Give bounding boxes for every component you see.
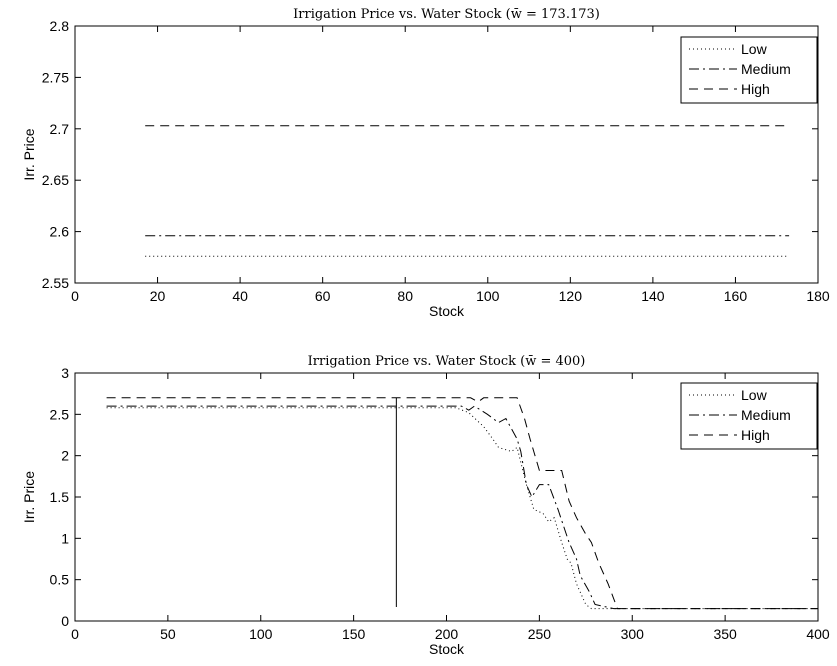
x-tick-label: 200 [435,626,459,642]
legend-label-high: High [741,427,770,443]
chart-title: Irrigation Price vs. Water Stock (w̄ = 1… [293,7,600,22]
y-axis-label: Irr. Price [21,128,37,180]
y-tick-label: 2.5 [50,406,70,422]
x-tick-label: 40 [232,288,248,304]
x-tick-label: 160 [724,288,748,304]
x-tick-label: 150 [342,626,366,642]
legend-label-medium: Medium [741,407,791,423]
y-tick-label: 2.55 [42,275,69,291]
y-tick-label: 2.7 [50,121,70,137]
series-line-medium [106,405,818,610]
x-axis-label: Stock [429,303,465,319]
y-tick-label: 2.75 [42,69,69,85]
legend-label-medium: Medium [741,61,791,77]
y-tick-label: 3 [61,365,69,381]
series-line-low [106,407,818,610]
y-tick-label: 2.65 [42,172,69,188]
legend-label-low: Low [741,41,768,57]
x-tick-label: 180 [806,288,830,304]
x-tick-label: 300 [621,626,645,642]
chart-1: Irrigation Price vs. Water Stock (w̄ = 1… [21,7,830,319]
x-tick-label: 400 [806,626,830,642]
y-tick-label: 2 [61,448,69,464]
legend-label-high: High [741,81,770,97]
y-tick-label: 1 [61,530,69,546]
x-axis-label: Stock [429,641,465,657]
x-tick-label: 60 [315,288,331,304]
x-tick-label: 0 [71,288,79,304]
x-tick-label: 20 [150,288,166,304]
y-tick-label: 2.6 [50,224,70,240]
y-axis-label: Irr. Price [21,471,37,523]
y-tick-label: 2.8 [50,18,70,34]
series-line-high [106,397,818,610]
chart-title: Irrigation Price vs. Water Stock (w̄ = 4… [308,354,586,369]
plot-frame [74,25,819,284]
x-tick-label: 250 [528,626,552,642]
x-tick-label: 80 [397,288,413,304]
x-tick-label: 100 [249,626,273,642]
legend-box [680,36,818,104]
y-tick-label: 0 [61,613,69,629]
x-tick-label: 350 [713,626,737,642]
y-tick-label: 0.5 [50,572,70,588]
x-tick-label: 140 [641,288,665,304]
chart-2: Irrigation Price vs. Water Stock (w̄ = 4… [21,354,830,657]
x-tick-label: 100 [476,288,500,304]
legend: Low Medium High [680,382,818,450]
x-tick-label: 50 [160,626,176,642]
x-tick-label: 0 [71,626,79,642]
legend: Low Medium High [680,36,818,104]
y-tick-label: 1.5 [50,489,70,505]
legend-label-low: Low [741,387,768,403]
legend-box [680,382,818,450]
x-tick-label: 120 [559,288,583,304]
